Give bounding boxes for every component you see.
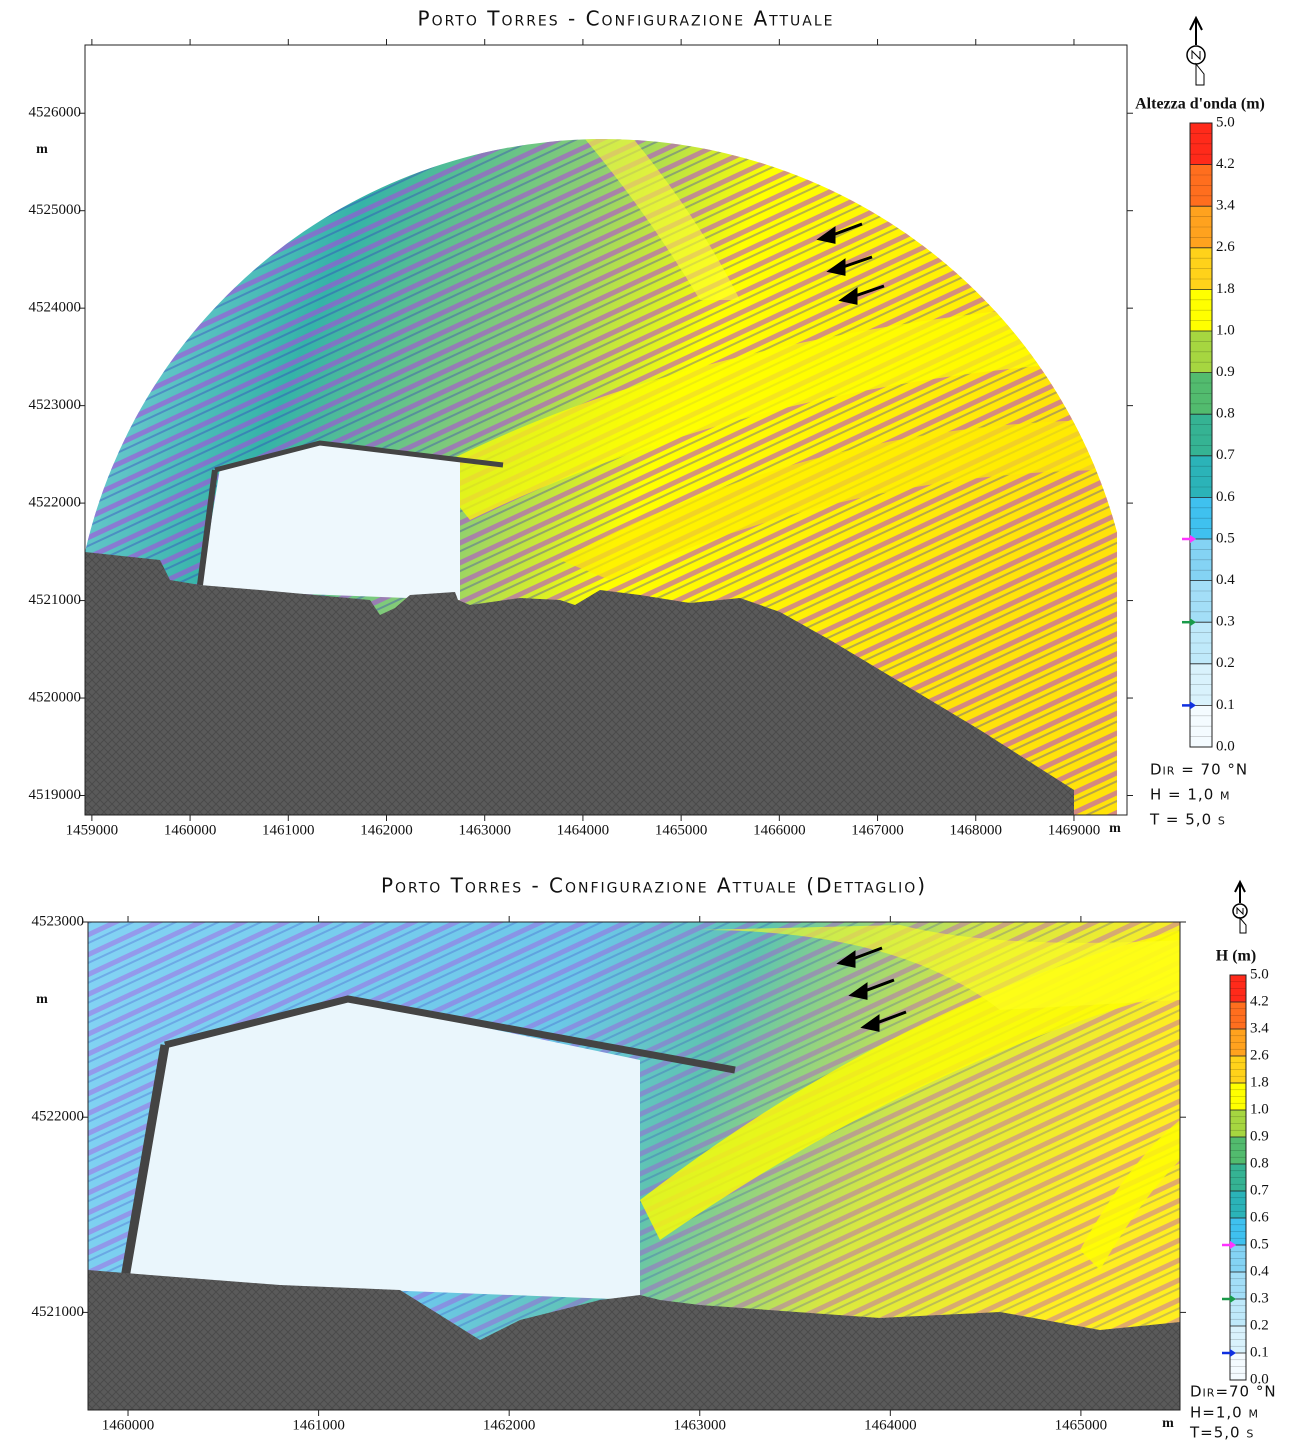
colorbar-label: 3.4 (1216, 198, 1235, 214)
colorbar-label: 1.8 (1250, 1074, 1269, 1090)
x-tick-label: 1466000 (753, 822, 806, 838)
colorbar-label: 0.4 (1250, 1263, 1269, 1279)
run-parameter: T=5,0 s (1189, 1424, 1254, 1442)
colorbar-label: 0.7 (1250, 1182, 1269, 1198)
colorbar-label: 3.4 (1250, 1020, 1269, 1036)
x-tick-label: 1461000 (292, 1417, 345, 1433)
colorbar-label: 0.1 (1250, 1344, 1269, 1360)
colorbar-label: 2.6 (1250, 1047, 1269, 1063)
colorbar-label: 1.0 (1250, 1101, 1269, 1117)
x-tick-label: 1461000 (262, 822, 315, 838)
x-tick-label: 1465000 (655, 822, 708, 838)
y-axis-label: m (36, 992, 48, 1007)
colorbar-label: 0.5 (1250, 1236, 1269, 1252)
colorbar-label: 0.2 (1216, 655, 1235, 671)
y-tick-label: 4526000 (29, 105, 82, 121)
x-tick-label: 1468000 (950, 822, 1003, 838)
x-tick-label: 1459000 (66, 822, 119, 838)
y-tick-label: 4524000 (29, 300, 82, 316)
x-axis-label: m (1109, 821, 1121, 836)
x-tick-label: 1463000 (458, 822, 511, 838)
colorbar-label: 0.2 (1250, 1317, 1269, 1333)
y-tick-label: 4525000 (29, 202, 82, 218)
y-tick-label: 4519000 (29, 787, 82, 803)
chart-title: Porto Torres - Configurazione Attuale (418, 7, 835, 31)
wave-field (88, 922, 1180, 1410)
colorbar-label: 0.5 (1216, 530, 1235, 546)
colorbar-label: 0.7 (1216, 447, 1235, 463)
x-tick-label: 1463000 (673, 1417, 726, 1433)
wave-field (85, 45, 1127, 815)
colorbar-label: 0.4 (1216, 572, 1235, 588)
y-axis-label: m (36, 142, 48, 157)
x-tick-label: 1465000 (1055, 1417, 1108, 1433)
colorbar-label: 4.2 (1250, 993, 1269, 1009)
run-parameter: Dir=70 °N (1190, 1383, 1277, 1401)
run-parameter: Dir = 70 °N (1150, 761, 1248, 779)
run-parameter: H = 1,0 m (1150, 786, 1231, 804)
colorbar-label: 0.3 (1216, 614, 1235, 630)
x-tick-label: 1467000 (851, 822, 904, 838)
colorbar-label: 0.6 (1216, 489, 1235, 505)
colorbar-label: 0.9 (1250, 1128, 1269, 1144)
figure: Porto Torres - Configurazione Attuale 145… (0, 0, 1311, 1443)
y-tick-label: 4520000 (29, 689, 82, 705)
colorbar-label: 5.0 (1250, 966, 1269, 982)
chart-title: Porto Torres - Configurazione Attuale (D… (381, 874, 927, 898)
run-parameter: T = 5,0 s (1149, 811, 1226, 829)
x-tick-label: 1462000 (360, 822, 413, 838)
colorbar-label: 0.8 (1216, 406, 1235, 422)
colorbar-label: 0.1 (1216, 697, 1235, 713)
colorbar-label: 0.0 (1216, 738, 1235, 754)
colorbar-label: 5.0 (1216, 114, 1235, 130)
run-parameter: H=1,0 m (1190, 1404, 1259, 1422)
y-tick-label: 4522000 (29, 495, 82, 511)
colorbar-label: 1.8 (1216, 281, 1235, 297)
x-tick-label: 1469000 (1048, 822, 1101, 838)
colorbar-title: H (m) (1216, 948, 1256, 965)
colorbar-title: Altezza d'onda (m) (1135, 96, 1265, 113)
y-tick-label: 4523000 (32, 913, 85, 929)
y-tick-label: 4521000 (32, 1304, 85, 1320)
x-tick-label: 1462000 (483, 1417, 536, 1433)
colorbar-label: 1.0 (1216, 322, 1235, 338)
x-axis-label: m (1162, 1416, 1174, 1431)
y-tick-label: 4523000 (29, 397, 82, 413)
colorbar-label: 0.3 (1250, 1290, 1269, 1306)
colorbar-label: 0.6 (1250, 1209, 1269, 1225)
y-tick-label: 4522000 (32, 1109, 85, 1125)
x-tick-label: 1464000 (864, 1417, 917, 1433)
x-tick-label: 1460000 (164, 822, 217, 838)
x-tick-label: 1464000 (557, 822, 610, 838)
x-tick-label: 1460000 (102, 1417, 155, 1433)
y-tick-label: 4521000 (29, 592, 82, 608)
colorbar-label: 0.9 (1216, 364, 1235, 380)
colorbar-label: 4.2 (1216, 156, 1235, 172)
colorbar-label: 2.6 (1216, 239, 1235, 255)
colorbar-label: 0.8 (1250, 1155, 1269, 1171)
